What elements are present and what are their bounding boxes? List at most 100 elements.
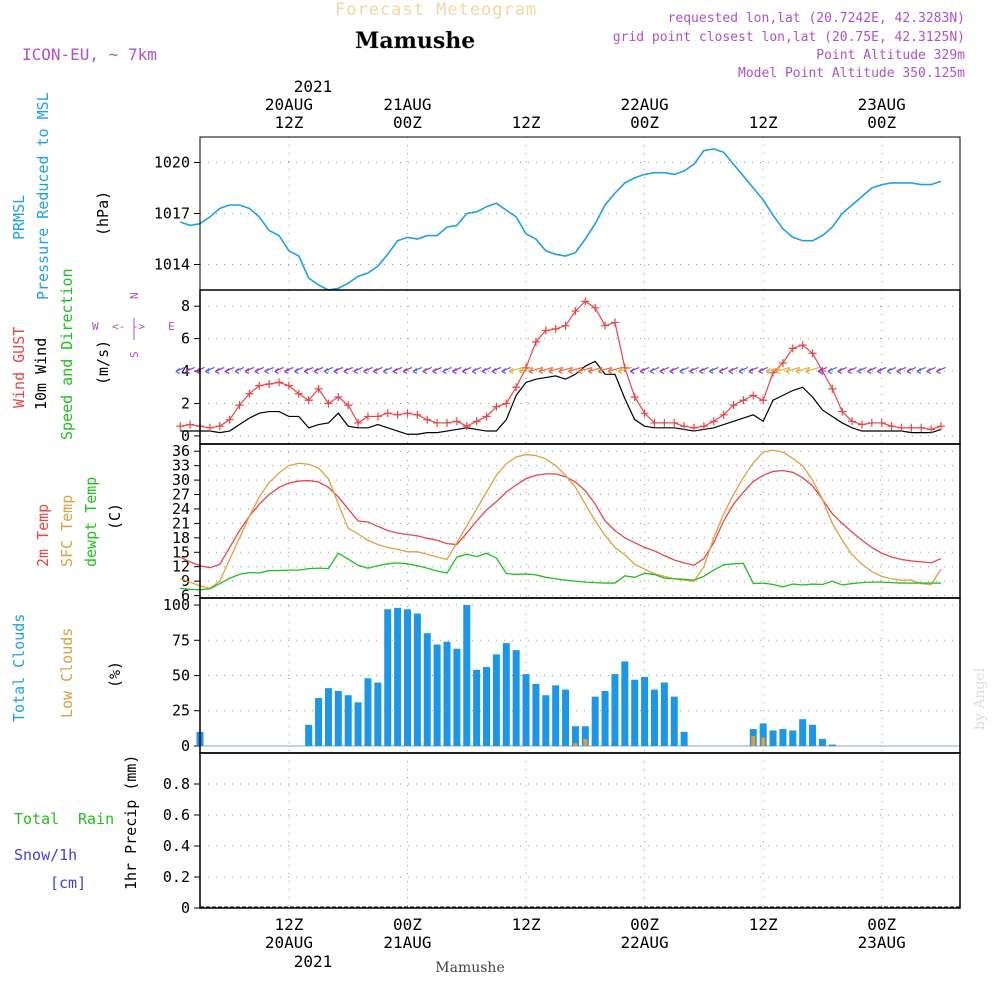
wind-gust-marker xyxy=(887,422,896,431)
wind-ytick-label: 8 xyxy=(181,297,190,315)
pressure-unit: (hPa) xyxy=(94,191,112,236)
wind-gust-marker xyxy=(917,423,926,432)
temp-ytick-label: 12 xyxy=(172,558,190,576)
wind-direction-arrow xyxy=(607,366,623,374)
wind-gust-marker xyxy=(215,422,224,431)
wind-ytick-label: 6 xyxy=(181,330,190,348)
wind-direction-arrow xyxy=(412,366,423,374)
wind-direction-arrow xyxy=(538,366,553,374)
wind-direction-arrow xyxy=(185,366,195,374)
wind-direction-arrow xyxy=(284,366,294,374)
wind-gust-marker xyxy=(719,410,728,419)
wind-direction-arrow xyxy=(629,366,640,374)
wind-direction-arrow xyxy=(548,366,563,374)
wind-gust-marker xyxy=(284,381,293,390)
bottom-time-label: 12Z xyxy=(274,915,303,934)
wind-unit: (m/s) xyxy=(94,340,112,385)
model-altitude: Model Point Altitude 350.125m xyxy=(738,66,965,81)
pressure-frame xyxy=(199,136,961,291)
wind-gust-marker xyxy=(186,420,195,429)
total-clouds-bar xyxy=(453,648,461,746)
wind-gust-marker xyxy=(304,396,313,405)
wind-label-1: Wind GUST xyxy=(10,327,28,408)
total-clouds-bar xyxy=(364,678,372,746)
top-time-label: 00Z xyxy=(867,113,896,132)
top-time-label: 12Z xyxy=(512,113,541,132)
wind-gust-marker xyxy=(275,378,284,387)
wind-gust-marker xyxy=(680,422,689,431)
low-clouds-bar xyxy=(761,737,766,746)
total-clouds-bar xyxy=(413,613,421,746)
wind-gust-marker xyxy=(294,389,303,398)
footer-location: Mamushe xyxy=(435,960,504,976)
wind-direction-arrow xyxy=(518,366,534,374)
wind-direction-arrow xyxy=(303,366,314,374)
pressure-ytick-label: 1020 xyxy=(154,154,190,172)
total-clouds-bar xyxy=(621,661,629,746)
wind-direction-arrow xyxy=(568,366,583,374)
total-clouds-bar xyxy=(660,682,668,746)
wind-direction-arrow xyxy=(508,366,524,374)
wind-direction-arrow xyxy=(906,366,917,374)
wind-direction-arrow xyxy=(718,366,729,374)
clouds-ytick-label: 25 xyxy=(172,702,190,720)
compass-e: E xyxy=(168,320,175,333)
wind-gust-marker xyxy=(798,341,807,350)
wind-direction-arrow xyxy=(617,366,633,374)
temp-label-3: dewpt Temp xyxy=(82,477,100,567)
precip-panel: 0 0.2 0.4 0.6 0.8 xyxy=(163,752,961,917)
wind-gust-marker xyxy=(363,412,372,421)
total-clouds-bar xyxy=(799,719,807,746)
total-clouds-bar xyxy=(680,731,688,746)
total-clouds-bar xyxy=(433,644,441,746)
wind-direction-arrow xyxy=(708,366,719,374)
wind-gust-marker xyxy=(245,389,254,398)
wind-direction-arrow xyxy=(372,366,383,374)
wind-gust-marker xyxy=(759,396,768,405)
wind-gust-marker xyxy=(492,402,501,411)
wind-direction-arrow xyxy=(679,366,689,374)
bottom-time-label: 00Z xyxy=(630,915,659,934)
temp-ytick-label: 18 xyxy=(172,529,190,547)
wind-direction-arrow xyxy=(577,366,593,374)
wind-gust-marker xyxy=(877,418,886,427)
wind-gust-marker xyxy=(650,418,659,427)
wind-direction-arrow xyxy=(597,366,613,374)
wind-gust-line xyxy=(180,300,942,431)
total-clouds-bar xyxy=(354,702,362,746)
wind-direction-arrow xyxy=(254,366,265,374)
wind-direction-arrow xyxy=(805,366,820,374)
wind-gust-marker xyxy=(709,417,718,426)
total-clouds-bar xyxy=(562,689,570,746)
wind-direction-arrow xyxy=(659,366,670,374)
wind-gust-marker xyxy=(314,384,323,393)
wind-direction-arrow xyxy=(343,366,353,374)
total-clouds-bar xyxy=(670,696,678,746)
total-clouds-bar xyxy=(423,633,431,746)
wind-direction-arrow xyxy=(699,366,709,374)
precip-frame xyxy=(199,752,961,909)
wind-direction-arrow xyxy=(323,366,334,374)
watermark: by Angel xyxy=(972,667,988,730)
pressure-label-2: Pressure Reduced to MSL xyxy=(34,92,52,300)
wind-direction-arrow xyxy=(837,366,847,374)
wind-direction-arrow xyxy=(382,366,393,374)
wind-gust-marker xyxy=(205,423,214,432)
pressure-panel: 1014 1017 1020 xyxy=(154,136,961,291)
compass-s: S xyxy=(128,351,141,358)
total-clouds-bar xyxy=(809,724,817,746)
temp-panel-labels: 2m Temp SFC Temp dewpt Temp (C) xyxy=(34,477,124,567)
total-clouds-bar xyxy=(650,689,658,746)
bottom-date-label: 21AUG xyxy=(383,933,431,952)
wind-label-3: Speed and Direction xyxy=(58,268,76,440)
wind-direction-arrow xyxy=(224,366,235,374)
bottom-time-label: 00Z xyxy=(867,915,896,934)
total-clouds-bar xyxy=(552,685,560,746)
wind-gust-marker xyxy=(373,412,382,421)
total-clouds-bar xyxy=(581,726,589,746)
total-clouds-bar xyxy=(483,667,491,746)
wind-ytick-label: 2 xyxy=(181,394,190,412)
compass-n: N xyxy=(128,292,141,299)
wind-gust-marker xyxy=(867,418,876,427)
